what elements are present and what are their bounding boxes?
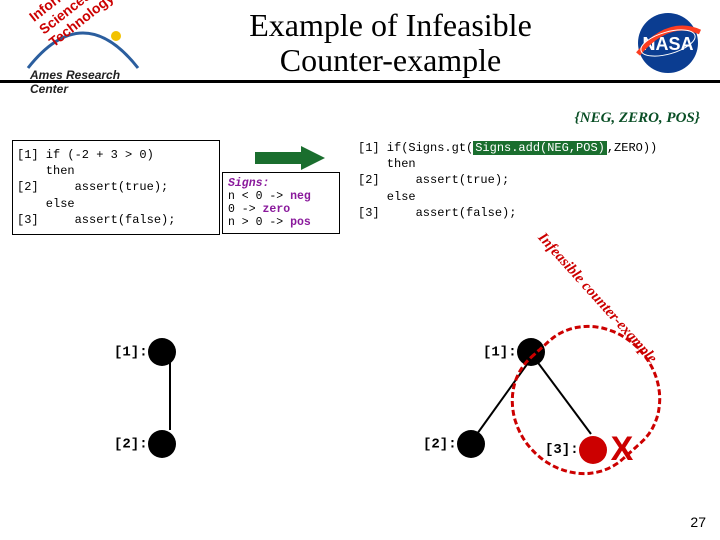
state-dot-icon bbox=[148, 338, 176, 366]
signs-row: 0 -> zero bbox=[228, 203, 334, 216]
tree-node: [2]: bbox=[423, 430, 485, 458]
code-line: [3] assert(false); bbox=[17, 213, 175, 227]
title-line-1: Example of Infeasible bbox=[153, 8, 628, 43]
domain-set-label: {NEG, ZERO, POS} bbox=[575, 110, 700, 127]
slide-header: Information Sciences & Technology Ames R… bbox=[0, 0, 720, 83]
code-line: [3] assert(false); bbox=[358, 206, 516, 220]
signs-row: n < 0 -> neg bbox=[228, 190, 334, 203]
code-line: [2] assert(true); bbox=[17, 180, 168, 194]
code-line: [1] if (-2 + 3 > 0) bbox=[17, 148, 154, 162]
code-line: [2] assert(true); bbox=[358, 173, 509, 187]
signs-row: n > 0 -> pos bbox=[228, 216, 334, 229]
tree-edge-icon bbox=[90, 310, 290, 490]
title-block: Example of Infeasible Counter-example bbox=[153, 8, 628, 78]
code-line: else bbox=[17, 197, 75, 211]
tree-concrete: [1]: [2]: bbox=[90, 310, 290, 490]
nasa-logo: NASA bbox=[628, 8, 708, 78]
page-number: 27 bbox=[690, 514, 706, 530]
arrow-right-icon bbox=[255, 146, 325, 175]
state-dot-icon bbox=[457, 430, 485, 458]
code-line: else bbox=[358, 190, 416, 204]
tree-abstract: [1]: [2]: [3]:X bbox=[415, 310, 695, 490]
code-line: then bbox=[358, 157, 416, 171]
highlight-add: Signs.add(NEG,POS) bbox=[473, 141, 607, 155]
state-dot-icon bbox=[148, 430, 176, 458]
tree-node: [1]: bbox=[114, 338, 176, 366]
tree-node: [2]: bbox=[114, 430, 176, 458]
signs-box: Signs: n < 0 -> neg 0 -> zero n > 0 -> p… bbox=[222, 172, 340, 234]
code-block-abstract: [1] if(Signs.gt(Signs.add(NEG,POS),ZERO)… bbox=[358, 140, 700, 221]
code-line: then bbox=[17, 164, 75, 178]
title-line-2: Counter-example bbox=[153, 43, 628, 78]
arc-label: Ames Research Center bbox=[30, 68, 153, 96]
code-line: [1] if(Signs.gt(Signs.add(NEG,POS),ZERO)… bbox=[358, 141, 657, 155]
arc-logo: Information Sciences & Technology Ames R… bbox=[8, 8, 153, 78]
code-block-concrete: [1] if (-2 + 3 > 0) then [2] assert(true… bbox=[12, 140, 220, 235]
signs-title: Signs: bbox=[228, 177, 334, 190]
